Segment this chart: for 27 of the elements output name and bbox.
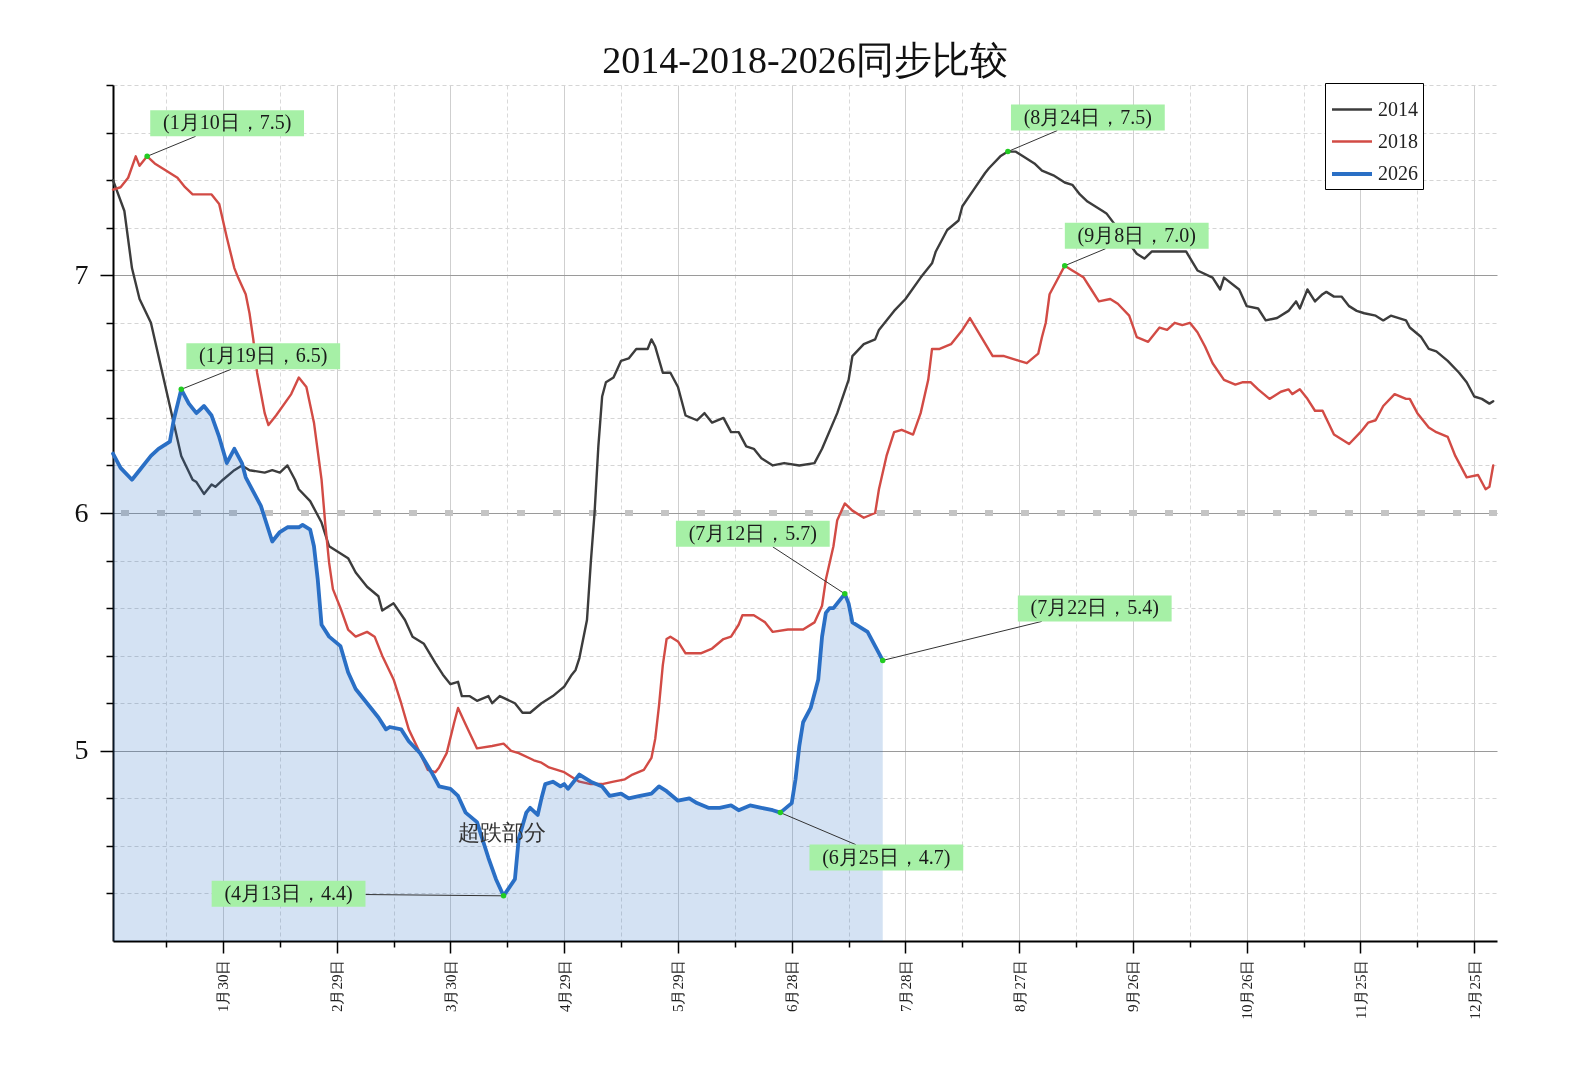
annotation: (9月8日，7.0) [1077,223,1196,247]
chart-title: 2014-2018-2026同步比较 [602,39,1008,81]
x-tick-label: 4月29日 [556,959,573,1012]
annotation: (8月24日，7.5) [1023,105,1153,129]
x-tick-label: 12月25日 [1466,959,1483,1020]
annotation: (6月25日，4.7) [822,845,951,869]
y-tick-label: 5 [74,734,89,766]
annotation: (7月12日，5.7) [688,521,817,545]
annotation: (1月10日，7.5) [162,111,292,135]
x-tick-label: 6月28日 [784,959,801,1012]
x-tick-label: 7月28日 [897,959,914,1012]
y-tick-label: 6 [74,496,89,528]
x-tick-label: 2月29日 [329,959,346,1012]
annotation: (1月19日，6.5) [199,344,328,368]
x-tick-label: 9月26日 [1125,959,1142,1012]
x-tick-label: 11月25日 [1353,959,1369,1019]
x-tick-label: 8月27日 [1011,959,1028,1012]
y-tick-label: 7 [74,258,89,290]
x-tick-label: 5月29日 [670,959,687,1012]
legend-label: 2018 [1378,129,1418,152]
x-tick-label: 1月30日 [215,959,232,1012]
x-tick-label: 3月30日 [442,959,459,1012]
annotation: (4月13日，4.4) [224,881,353,905]
legend-label: 2026 [1378,162,1418,184]
annotation: (7月22日，5.4) [1030,596,1159,620]
legend-label: 2014 [1378,97,1418,120]
x-tick-label: 10月26日 [1239,959,1256,1020]
